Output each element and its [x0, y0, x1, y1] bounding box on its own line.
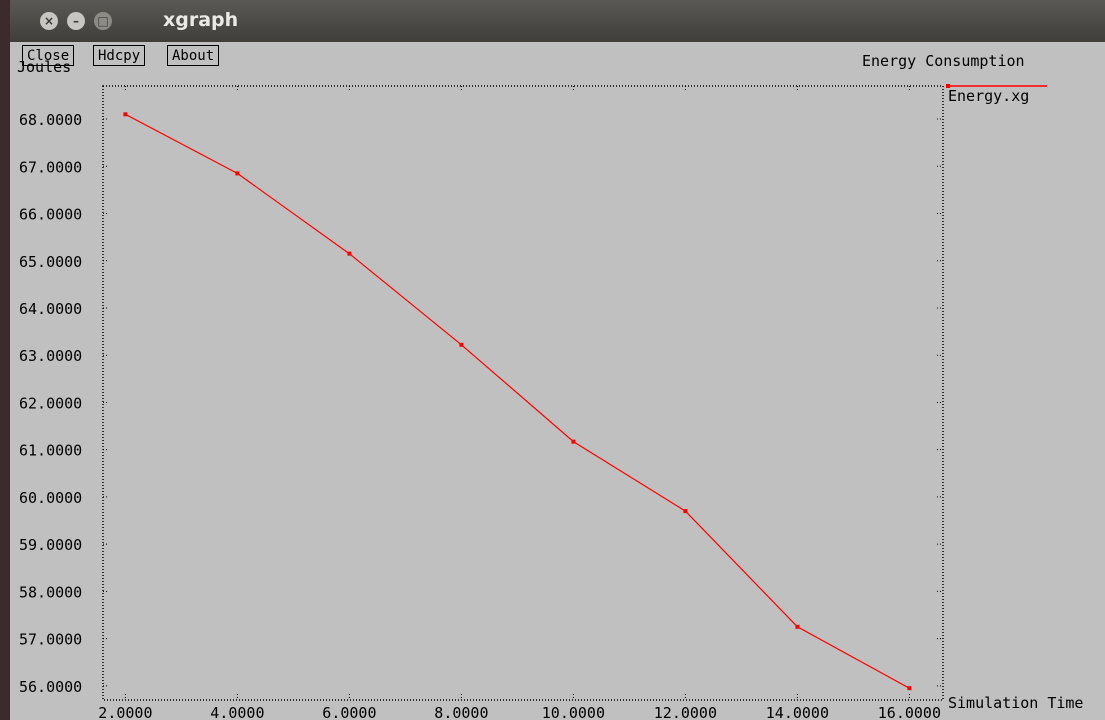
x-tick-label: 2.0000 — [98, 704, 152, 720]
legend-label: Energy.xg — [948, 87, 1029, 105]
minimize-window-icon[interactable]: – — [67, 12, 85, 30]
hdcpy-button[interactable]: Hdcpy — [93, 45, 146, 66]
y-tick-label: 56.0000 — [19, 678, 82, 696]
data-point — [571, 439, 576, 444]
plot-frame — [102, 85, 944, 701]
x-tick-label: 8.0000 — [434, 704, 488, 720]
y-axis-label: Joules — [17, 58, 71, 76]
x-tick-label: 10.0000 — [542, 704, 605, 720]
maximize-window-icon[interactable]: □ — [94, 12, 112, 30]
y-tick-label: 65.0000 — [19, 253, 82, 271]
window-title: xgraph — [163, 9, 239, 31]
y-tick-label: 60.0000 — [19, 489, 82, 507]
data-point — [459, 342, 464, 347]
y-tick-label: 58.0000 — [19, 583, 82, 601]
y-tick-label: 62.0000 — [19, 394, 82, 412]
data-point — [795, 624, 800, 629]
close-button[interactable]: Close — [22, 45, 75, 66]
data-point — [123, 112, 128, 117]
about-button[interactable]: About — [167, 45, 220, 66]
y-tick-label: 67.0000 — [19, 158, 82, 176]
y-tick-label: 61.0000 — [19, 442, 82, 460]
data-point — [347, 251, 352, 256]
x-axis-label: Simulation Time — [948, 694, 1083, 712]
chart-title: Energy Consumption — [862, 52, 1025, 70]
y-tick-label: 57.0000 — [19, 631, 82, 649]
legend-marker — [946, 84, 950, 88]
y-tick-label: 66.0000 — [19, 206, 82, 224]
series-line — [125, 113, 910, 689]
close-window-icon[interactable]: × — [40, 12, 58, 30]
y-tick-label: 64.0000 — [19, 300, 82, 318]
desktop-edge — [0, 0, 10, 720]
x-tick-label: 4.0000 — [210, 704, 264, 720]
x-tick-label: 12.0000 — [654, 704, 717, 720]
y-tick-label: 68.0000 — [19, 111, 82, 129]
plot-window — [10, 42, 1105, 720]
y-tick-label: 59.0000 — [19, 536, 82, 554]
data-point — [683, 509, 688, 514]
data-point — [235, 171, 240, 176]
window-titlebar[interactable]: × – □ xgraph — [10, 0, 1105, 42]
x-tick-label: 14.0000 — [766, 704, 829, 720]
x-tick-label: 16.0000 — [878, 704, 941, 720]
y-tick-label: 63.0000 — [19, 347, 82, 365]
data-point — [907, 686, 912, 691]
x-tick-label: 6.0000 — [322, 704, 376, 720]
